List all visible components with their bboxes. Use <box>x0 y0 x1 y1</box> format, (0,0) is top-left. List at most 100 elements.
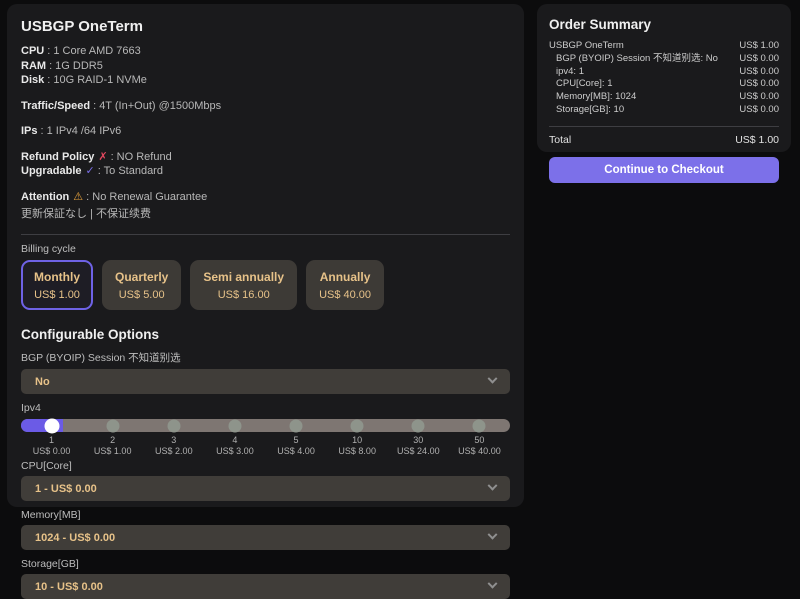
summary-item-price: US$ 0.00 <box>739 65 779 77</box>
slider-stop-dot <box>472 419 486 432</box>
spec-attention: Attention ⚠: No Renewal Guarantee <box>21 190 510 205</box>
billing-option-annually[interactable]: Annually US$ 40.00 <box>306 260 385 310</box>
billing-option-name: Quarterly <box>115 270 169 284</box>
option-group-storage: Storage[GB] 10 - US$ 0.00 <box>21 558 510 599</box>
summary-divider <box>549 125 779 127</box>
bgp-select-value: No <box>35 375 50 388</box>
attention-cjk-text: 更新保証なし | 不保证续费 <box>21 208 151 220</box>
spec-traffic-label: Traffic/Speed <box>21 99 91 112</box>
spec-traffic-value: : 4T (In+Out) @1500Mbps <box>93 99 222 112</box>
total-price: US$ 1.00 <box>735 133 779 146</box>
slider-stop-dot <box>106 419 120 432</box>
order-summary-card: Order Summary USBGP OneTerm US$ 1.00 BGP… <box>537 4 791 183</box>
billing-option-price: US$ 5.00 <box>118 289 165 301</box>
summary-item-name: ipv4: 1 <box>556 65 584 77</box>
spec-ram-label: RAM <box>21 59 47 72</box>
spec-disk: Disk: 10G RAID-1 NVMe <box>21 73 510 88</box>
summary-item-price: US$ 1.00 <box>739 40 779 51</box>
billing-option-price: US$ 1.00 <box>34 289 80 301</box>
check-icon: ✓ <box>85 165 95 177</box>
slider-stop-dot <box>289 419 303 432</box>
summary-total-row: Total US$ 1.00 <box>549 134 779 146</box>
spec-traffic: Traffic/Speed: 4T (In+Out) @1500Mbps <box>21 99 510 114</box>
chevron-down-icon <box>487 480 498 491</box>
spec-cpu: CPU: 1 Core AMD 7663 <box>21 44 510 59</box>
option-group-bgp: BGP (BYOIP) Session 不知道别选 No <box>21 350 510 394</box>
attention-label: Attention <box>21 190 70 203</box>
bgp-select[interactable]: No <box>21 369 510 394</box>
memory-select[interactable]: 1024 - US$ 0.00 <box>21 525 510 550</box>
summary-item-price: US$ 0.00 <box>739 91 779 103</box>
spec-cpu-label: CPU <box>21 45 45 57</box>
billing-option-name: Semi annually <box>203 270 285 284</box>
billing-option-name: Annually <box>319 270 371 284</box>
storage-option-label: Storage[GB] <box>21 558 79 570</box>
ipv4-option-label: Ipv4 <box>21 402 41 414</box>
slider-tick: 30 US$ 24.00 <box>397 435 440 456</box>
slider-stop-dot <box>411 419 425 432</box>
billing-cycle-options: Monthly US$ 1.00 Quarterly US$ 5.00 Semi… <box>21 260 510 310</box>
spec-ips: IPs: 1 IPv4 /64 IPv6 <box>21 124 510 139</box>
storage-select[interactable]: 10 - US$ 0.00 <box>21 574 510 599</box>
product-config-card: USBGP OneTerm CPU: 1 Core AMD 7663 RAM: … <box>7 4 524 599</box>
summary-item-price: US$ 0.00 <box>739 52 779 64</box>
billing-option-semi-annually[interactable]: Semi annually US$ 16.00 <box>190 260 298 310</box>
chevron-down-icon <box>487 529 498 540</box>
ipv4-slider[interactable] <box>21 418 510 433</box>
option-group-memory: Memory[MB] 1024 - US$ 0.00 <box>21 509 510 550</box>
warning-icon: ⚠ <box>73 190 84 203</box>
summary-row-cpu: CPU[Core]: 1 US$ 0.00 <box>549 78 779 91</box>
ipv4-slider-thumb[interactable] <box>44 418 60 433</box>
spec-refund-policy: Refund Policy ✗: NO Refund <box>21 150 510 165</box>
slider-tick: 5 US$ 4.00 <box>277 435 315 456</box>
summary-row-memory: Memory[MB]: 1024 US$ 0.00 <box>549 91 779 104</box>
slider-tick: 4 US$ 3.00 <box>216 435 254 456</box>
page-title: USBGP OneTerm <box>21 18 143 35</box>
slider-tick: 50 US$ 40.00 <box>458 435 501 456</box>
spec-disk-value: : 10G RAID-1 NVMe <box>47 74 147 86</box>
summary-item-price: US$ 0.00 <box>739 78 779 90</box>
summary-item-name: BGP (BYOIP) Session 不知道别选: No <box>556 52 718 64</box>
memory-select-value: 1024 - US$ 0.00 <box>35 531 116 544</box>
chevron-down-icon <box>487 578 498 589</box>
billing-option-quarterly[interactable]: Quarterly US$ 5.00 <box>102 260 182 310</box>
continue-to-checkout-button[interactable]: Continue to Checkout <box>549 156 779 183</box>
summary-item-name: Storage[GB]: 10 <box>556 103 625 115</box>
spec-ips-value: : 1 IPv4 /64 IPv6 <box>40 125 122 137</box>
summary-item-name: CPU[Core]: 1 <box>556 78 613 90</box>
summary-row-ipv4: ipv4: 1 US$ 0.00 <box>549 66 779 79</box>
billing-option-monthly[interactable]: Monthly US$ 1.00 <box>21 260 93 310</box>
spec-ram: RAM: 1G DDR5 <box>21 59 510 74</box>
spec-upgradable: Upgradable ✓: To Standard <box>21 164 510 179</box>
summary-row-bgp: BGP (BYOIP) Session 不知道别选: No US$ 0.00 <box>549 53 779 66</box>
slider-tick: 3 US$ 2.00 <box>155 435 193 456</box>
refund-policy-label: Refund Policy <box>21 150 95 163</box>
x-icon: ✗ <box>98 150 108 163</box>
bgp-option-label: BGP (BYOIP) Session 不知道别选 <box>21 352 181 364</box>
summary-item-price: US$ 0.00 <box>739 103 779 115</box>
total-label: Total <box>549 133 572 146</box>
summary-row-storage: Storage[GB]: 10 US$ 0.00 <box>549 104 779 117</box>
option-group-ipv4: Ipv4 1 US$ 0.00 2 US$ 1.00 3 US$ 2.00 4 US$ … <box>21 402 510 457</box>
cpu-select-value: 1 - US$ 0.00 <box>35 482 97 495</box>
cpu-select[interactable]: 1 - US$ 0.00 <box>21 476 510 501</box>
summary-item-name: USBGP OneTerm <box>549 40 624 51</box>
memory-option-label: Memory[MB] <box>21 509 81 521</box>
slider-tick: 2 US$ 1.00 <box>93 435 132 456</box>
attention-value: : No Renewal Guarantee <box>86 190 208 203</box>
configurable-options-heading: Configurable Options <box>21 327 159 342</box>
slider-stop-dot <box>167 419 181 432</box>
slider-tick: 10 US$ 8.00 <box>338 435 376 456</box>
chevron-down-icon <box>487 373 498 384</box>
cpu-option-label: CPU[Core] <box>21 460 72 472</box>
billing-option-price: US$ 40.00 <box>319 289 372 301</box>
ipv4-slider-ticks: 1 US$ 0.00 2 US$ 1.00 3 US$ 2.00 4 US$ 3.00 … <box>21 435 510 457</box>
spec-ips-label: IPs <box>21 125 38 137</box>
billing-option-name: Monthly <box>34 270 80 284</box>
spec-cpu-value: : 1 Core AMD 7663 <box>47 45 141 57</box>
summary-row-product: USBGP OneTerm US$ 1.00 <box>549 40 779 53</box>
slider-stop-dot <box>228 419 242 432</box>
upgradable-value: : To Standard <box>97 165 163 177</box>
upgradable-label: Upgradable <box>21 165 82 177</box>
ipv4-slider-track[interactable] <box>21 419 510 432</box>
